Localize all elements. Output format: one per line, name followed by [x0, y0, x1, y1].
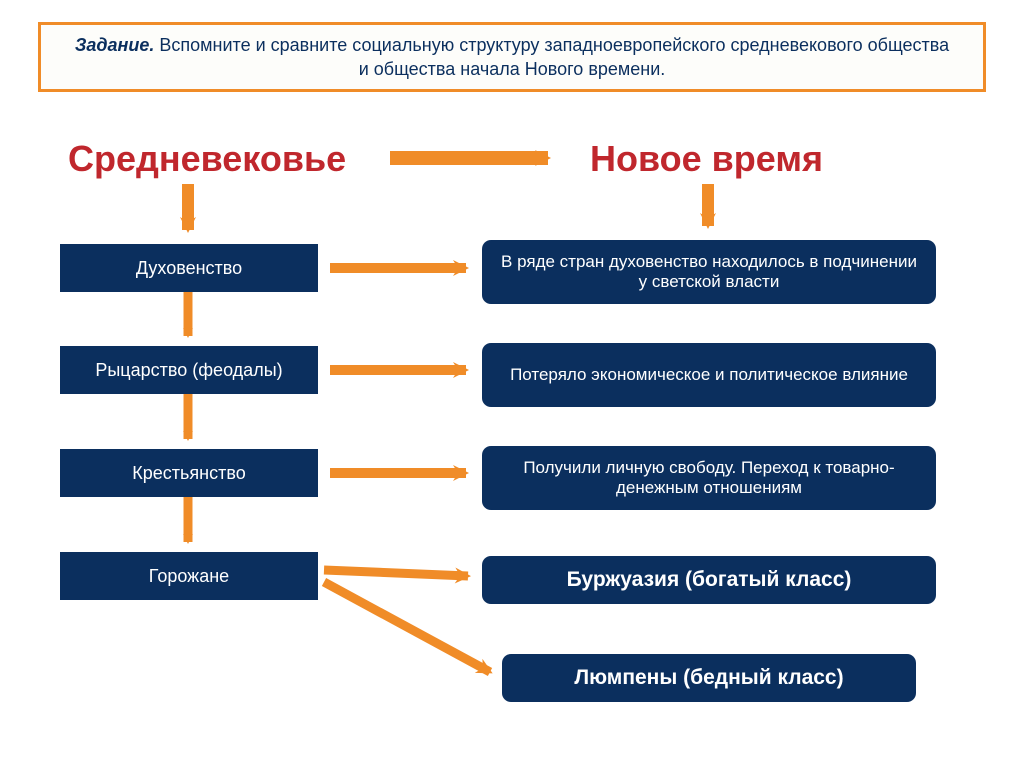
arrows-layer: [0, 0, 1024, 767]
